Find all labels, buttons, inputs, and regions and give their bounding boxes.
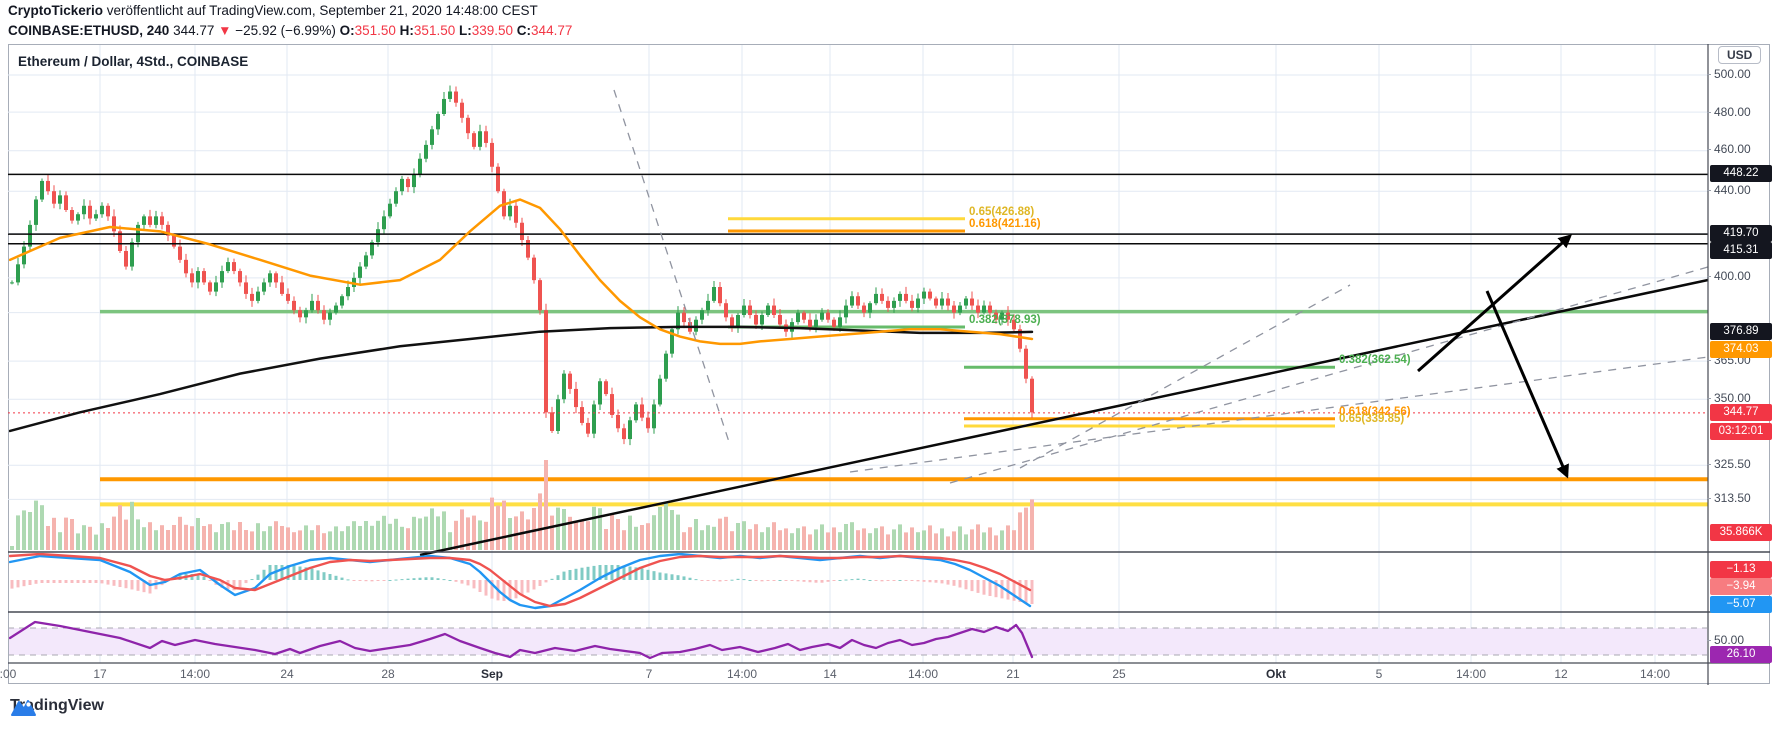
price-tick: 50.00 [1706, 633, 1745, 647]
currency-toggle-button[interactable]: USD [1718, 46, 1762, 64]
down-triangle-icon: ▼ [218, 23, 232, 38]
fib-level-label: 0.618(342.56) [1339, 405, 1411, 418]
close-label: C: [516, 23, 532, 38]
time-tick: 17 [93, 667, 107, 681]
direction-arrows[interactable] [1417, 234, 1573, 479]
time-tick: Sep [480, 667, 504, 681]
tradingview-attribution[interactable]: TradingView [10, 697, 104, 716]
time-tick: 14 [823, 667, 837, 681]
price-badge: 344.77 [1710, 404, 1772, 421]
price-badge: −1.13 [1710, 561, 1772, 578]
price-badge: 448.22 [1710, 165, 1772, 182]
chart-title: Ethereum / Dollar, 4Std., COINBASE [18, 54, 249, 69]
time-tick: 12 [1554, 667, 1568, 681]
author-name: CryptoTickerio [8, 3, 104, 18]
time-tick: 14:00 [907, 667, 939, 681]
price-tick: 440.00 [1707, 183, 1751, 197]
price-badge: 374.03 [1710, 341, 1772, 358]
time-tick: 14:00 [179, 667, 211, 681]
price-badge: 35.866K [1710, 524, 1772, 541]
time-tick: 25 [1112, 667, 1126, 681]
open-label: O: [339, 23, 355, 38]
price-badge: 03:12:01 [1710, 423, 1772, 440]
price-change: −25.92 (−6.99%) [235, 23, 336, 38]
attribution-line: CryptoTickerio veröffentlicht auf Tradin… [8, 3, 538, 18]
trendline[interactable] [419, 278, 1709, 557]
pane-separators[interactable] [8, 44, 1770, 685]
price-badge: −3.94 [1710, 578, 1772, 595]
fib-level-label: 0.65(426.88) [969, 205, 1035, 218]
time-tick: :00 [0, 667, 17, 681]
symbol-info-line: COINBASE:ETHUSD, 240 344.77 ▼ −25.92 (−6… [8, 23, 572, 38]
attribution-text: veröffentlicht auf TradingView.com, Sept… [103, 3, 538, 18]
macd-histogram [10, 565, 1034, 604]
close-value: 344.77 [531, 23, 573, 38]
price-badge: 419.70 [1710, 225, 1772, 242]
time-tick: 7 [645, 667, 653, 681]
time-tick: 14:00 [1639, 667, 1671, 681]
low-value: 339.50 [471, 23, 514, 38]
tradingview-logo-icon [11, 700, 36, 716]
last-price: 344.77 [173, 23, 215, 38]
time-tick: 21 [1006, 667, 1020, 681]
symbol-name: COINBASE:ETHUSD, 240 [8, 23, 170, 38]
slow-ma[interactable] [9, 325, 1034, 433]
price-badge: 26.10 [1710, 646, 1772, 663]
price-tick: 313.50 [1707, 491, 1751, 505]
price-tick: 400.00 [1707, 269, 1751, 283]
price-badge: −5.07 [1710, 596, 1772, 613]
high-label: H: [399, 23, 414, 38]
macd-lines[interactable] [9, 553, 1032, 610]
price-tick: 325.50 [1707, 457, 1751, 471]
time-tick: 14:00 [726, 667, 758, 681]
price-tick: 480.00 [1707, 105, 1751, 119]
volume-bars [10, 460, 1034, 550]
rsi-pane[interactable] [8, 620, 1708, 660]
fib-level-label: 0.382(362.54) [1339, 354, 1411, 367]
time-tick: 5 [1375, 667, 1383, 681]
support-resistance-lines[interactable] [100, 309, 1708, 507]
price-badge: 415.31 [1710, 242, 1772, 259]
open-value: 351.50 [354, 23, 396, 38]
price-tick: 460.00 [1707, 142, 1751, 156]
high-value: 351.50 [413, 23, 456, 38]
low-label: L: [458, 23, 472, 38]
price-tick: 350.00 [1707, 391, 1751, 405]
price-badge: 376.89 [1710, 323, 1772, 340]
candlesticks [10, 85, 1034, 446]
fast-ma[interactable] [9, 198, 1034, 346]
time-tick: Okt [1265, 667, 1287, 681]
fib-level-label: 0.618(421.16) [969, 217, 1041, 230]
fib-level-label: 0.382(378.93) [969, 314, 1041, 327]
time-tick: 14:00 [1455, 667, 1487, 681]
dashed-trendlines[interactable] [613, 89, 1709, 484]
price-tick: 500.00 [1707, 67, 1751, 81]
time-tick: 24 [280, 667, 294, 681]
time-tick: 28 [381, 667, 395, 681]
drawn-horizontal-lines[interactable] [8, 173, 1708, 245]
fib-level-label: 0.65(339.85) [1339, 413, 1405, 425]
